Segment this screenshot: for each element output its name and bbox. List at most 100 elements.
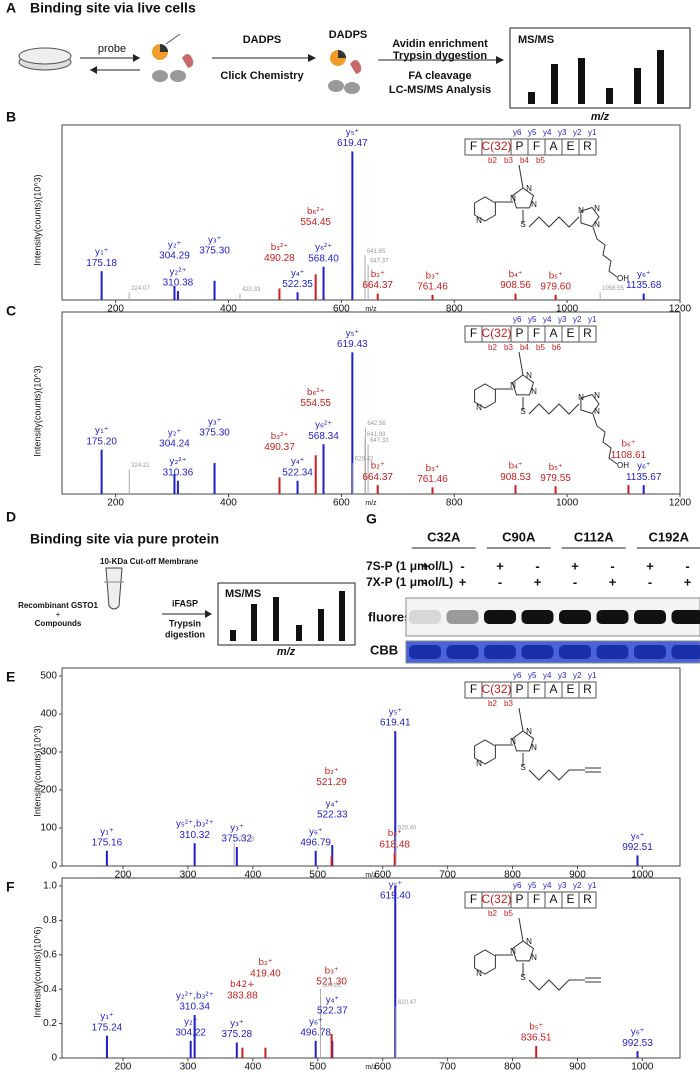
ion-label: b₃⁺ [425,271,439,281]
y-ion: y5 [528,315,537,324]
residue: F [470,892,477,906]
ion-label: b₂⁺ [371,270,385,280]
x-tick-label: 600 [374,1062,391,1073]
residue: A [549,326,557,340]
sign: + [534,574,542,589]
x-tick-label: 600 [333,304,350,315]
column-header: C90A [502,529,536,544]
y-tick-label: 0.8 [43,915,57,926]
mz-label: 619.47 [337,138,368,149]
b-ion: b3 [504,156,513,165]
ion-label: y₂⁺ [168,240,182,250]
mz-label: 908.53 [500,472,531,483]
y-ion: y4 [543,881,552,890]
protein-icon [344,82,360,94]
chain [528,216,580,228]
x-tick-label: 1200 [669,304,692,315]
sign: - [610,558,614,573]
atom-label: N [526,937,532,946]
row-label: 7X-P (1 μmol/L) [366,575,453,589]
label: 10-KDa Cut-off Membrane [100,557,199,566]
x-tick-label: 400 [220,304,237,315]
label: probe [98,43,126,55]
x-tick-label: 600 [374,870,391,881]
ion-label: b₅⁺ [549,271,563,281]
panel-letter: G [366,511,377,527]
residue-box [578,891,597,909]
residue: R [583,682,592,696]
mz-label: 521.30 [316,977,347,988]
column-header: C192A [649,529,690,544]
sign: + [421,558,429,573]
row-label: 7S-P (1 μmol/L) [366,559,453,573]
atom-label: N [476,969,482,978]
x-tick-label: 200 [115,870,132,881]
y-tick-label: 1.0 [43,881,57,892]
label: Trypsin [169,618,201,628]
residue-box [578,138,597,156]
label: Compounds [35,619,82,628]
ion-label: b₃²⁺ [271,243,289,253]
ms-box [217,582,356,646]
y-axis-label: Intensity(counts)(10^6) [32,926,42,1017]
label: DADPS [243,34,282,46]
mz-label: 375.32 [222,834,253,845]
atom-label: N [526,371,532,380]
panel-letter: F [6,879,15,895]
ion-label: y₃⁺ [208,418,222,428]
atom-label: N [531,743,537,752]
arrow-head [308,54,316,62]
atom-label: N [594,204,600,213]
y-tick-label: 100 [40,823,57,834]
ion-label: y₅⁺ [388,881,402,891]
protein-icon [152,70,168,82]
ion-label: b₆⁺ [621,440,635,450]
y-ion: y4 [543,128,552,137]
fluorescence-band [409,610,441,624]
b-ion: b6 [552,343,561,352]
y-tick-label: 0 [51,861,57,872]
b-ion: b2 [488,909,497,918]
y-tick-label: 200 [40,785,57,796]
label: Recombinant GSTO1 [18,601,98,610]
ion-label: y₆²⁺ [315,421,333,431]
mz-label: 375.28 [222,1029,253,1040]
mz-label: 310.34 [179,1002,210,1013]
b-ion: b2 [488,156,497,165]
atom-label: N [510,381,516,390]
mz-label: 619.40 [380,891,411,902]
y-ion: y4 [543,315,552,324]
arrow-head [496,56,504,64]
ion-label: y₅⁺ [388,708,402,718]
y-ion: y4 [543,671,552,680]
label: Click Chemistry [220,70,304,82]
mz-label: 619.41 [380,718,411,729]
triazole-ring [580,206,600,228]
panel-letter: C [6,303,16,319]
ion-label: y₂⁺ [168,429,182,439]
x-tick-label: 200 [107,304,124,315]
mz-label: 642.56 [367,421,386,427]
ion-label: b₂⁺ [258,958,272,968]
y-axis-label: Intensity(counts)(10^3) [32,174,42,265]
y-axis-label: Intensity(counts)(10^3) [32,725,42,816]
label: digestion [165,629,205,639]
probe-icon [165,33,181,45]
y-ion: y3 [558,128,567,137]
ion-label: b₆²⁺ [307,388,325,398]
mz-label: 310.36 [163,467,194,478]
mz-label: 1135.68 [626,280,662,291]
cbb-band [559,645,591,659]
probe-icon [160,44,168,52]
tube [105,567,123,610]
mz-label: 647.33 [370,438,389,444]
atom-label: N [594,391,600,400]
ion-label: y₄⁺ [291,457,305,467]
mz-label: 979.55 [540,473,571,484]
mz-label: 175.24 [92,1022,123,1033]
cbb-band [521,645,554,659]
mz-label: 522.37 [317,1005,348,1016]
ion-label: b₃⁺ [388,829,402,839]
b-ion: b4 [520,343,529,352]
label: Trypsin dygestion [393,50,487,62]
